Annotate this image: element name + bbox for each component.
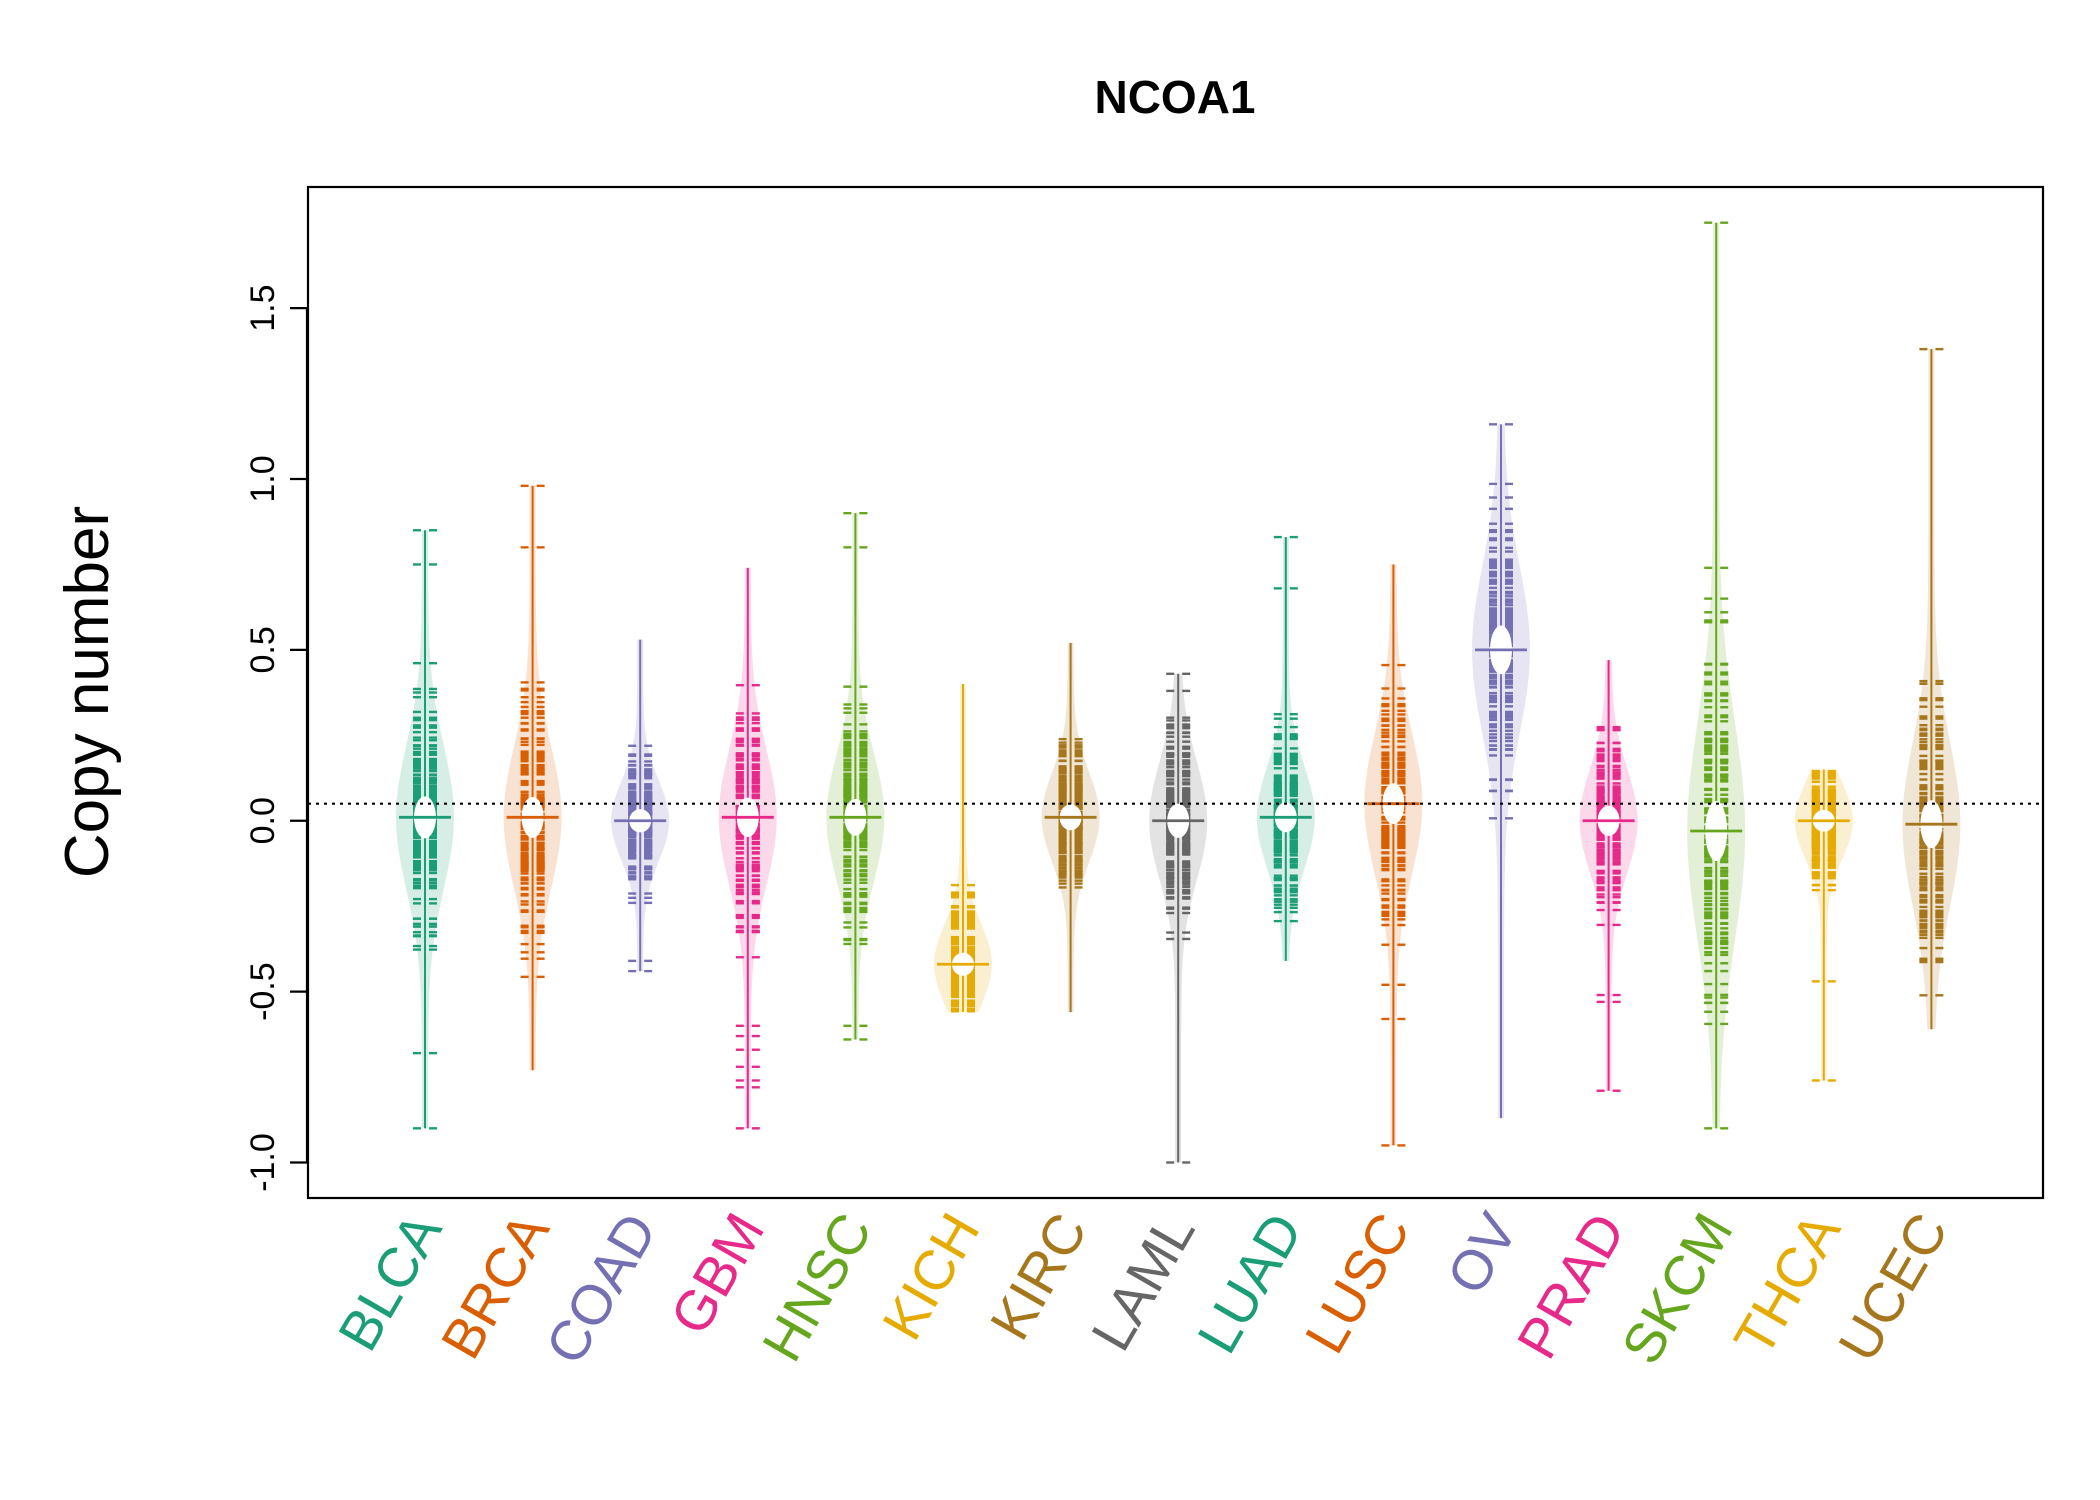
y-tick-label: -1.0 bbox=[244, 1133, 282, 1192]
bean-blca: BLCA bbox=[326, 529, 454, 1361]
y-tick-label: 1.0 bbox=[244, 455, 282, 502]
bean-lusc: LUSC bbox=[1293, 564, 1423, 1363]
x-tick-label: COAD bbox=[533, 1203, 668, 1375]
bean-ucec: UCEC bbox=[1826, 347, 1961, 1372]
y-tick-label: -0.5 bbox=[244, 962, 282, 1021]
bean-kirc: KIRC bbox=[978, 643, 1100, 1350]
bean-luad: LUAD bbox=[1185, 535, 1315, 1364]
plot-frame bbox=[306, 185, 2045, 1200]
x-tick-label: LUSC bbox=[1293, 1203, 1422, 1364]
x-tick-label: OV bbox=[1434, 1202, 1529, 1304]
x-tick-label: KICH bbox=[870, 1203, 991, 1350]
y-tick-label: 0.0 bbox=[244, 797, 282, 844]
y-axis: -1.0 -0.5 0.0 0.5 1.0 1.5 bbox=[244, 284, 309, 1192]
bean-coad: COAD bbox=[533, 639, 670, 1375]
bean-prad: PRAD bbox=[1505, 660, 1638, 1369]
x-tick-label: LUAD bbox=[1185, 1203, 1314, 1364]
y-tick-label: 1.5 bbox=[244, 284, 282, 331]
y-tick-label: 0.5 bbox=[244, 626, 282, 673]
bean-kich: KICH bbox=[870, 684, 992, 1350]
x-tick-label: LAML bbox=[1079, 1203, 1207, 1361]
bean-gbm: GBM bbox=[658, 567, 777, 1344]
x-tick-label: HNSC bbox=[750, 1203, 884, 1372]
x-tick-label: UCEC bbox=[1826, 1203, 1960, 1372]
chart-title: NCOA1 bbox=[1094, 71, 1255, 123]
bean-ov: OV bbox=[1434, 423, 1530, 1304]
bean-laml: LAML bbox=[1079, 672, 1208, 1361]
y-axis-label: Copy number bbox=[53, 506, 122, 878]
x-tick-label: SKCM bbox=[1609, 1203, 1744, 1375]
